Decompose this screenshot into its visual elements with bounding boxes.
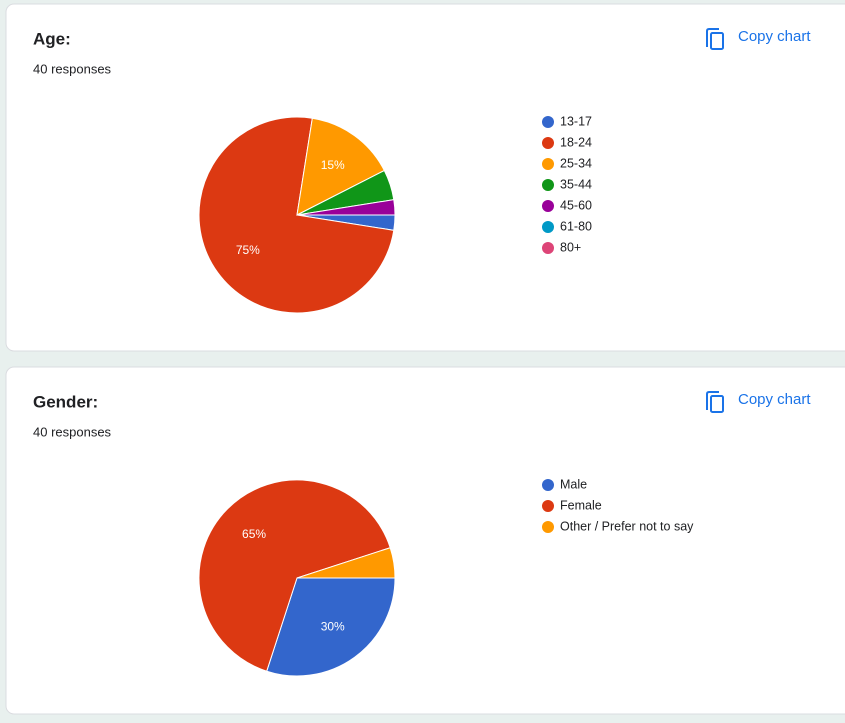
copy-chart-label[interactable]: Copy chart xyxy=(738,28,811,45)
legend-swatch xyxy=(542,158,554,170)
copy-icon xyxy=(710,32,724,50)
pie-slice xyxy=(266,577,396,677)
chart-title: Age: xyxy=(33,29,71,48)
legend-label: 80+ xyxy=(560,240,581,254)
legend-swatch xyxy=(542,179,554,191)
slice-label: 75% xyxy=(236,243,260,257)
legend-label: Female xyxy=(560,498,602,512)
pie-slice xyxy=(296,117,385,216)
copy-icon xyxy=(710,395,724,413)
chart-subtitle: 40 responses xyxy=(33,424,112,439)
copy-chart-button[interactable]: Copy chart xyxy=(706,391,811,413)
legend-label: 13-17 xyxy=(560,114,592,128)
legend-label: 61-80 xyxy=(560,219,592,233)
copy-icon xyxy=(706,391,719,410)
chart-card: Gender: 40 responses Copy chart 30% 65% Male F… xyxy=(5,366,845,715)
pie-slice xyxy=(198,479,391,672)
legend-swatch xyxy=(542,116,554,128)
card xyxy=(5,3,845,352)
slice-label: 30% xyxy=(321,619,345,633)
legend-swatch xyxy=(542,479,554,491)
chart-subtitle: 40 responses xyxy=(33,61,112,76)
legend-swatch xyxy=(542,521,554,533)
slice-label: 65% xyxy=(242,527,266,541)
legend-swatch xyxy=(542,200,554,212)
legend-label: 18-24 xyxy=(560,135,592,149)
legend-swatch xyxy=(542,242,554,254)
copy-chart-label[interactable]: Copy chart xyxy=(738,391,811,408)
pie-slice xyxy=(198,116,395,314)
card xyxy=(5,366,845,715)
copy-icon xyxy=(706,28,719,47)
chart-card: Age: 40 responses Copy chart 75% 15% 13-17 18-… xyxy=(5,3,845,352)
legend-swatch xyxy=(542,137,554,149)
chart-title: Gender: xyxy=(33,392,98,411)
legend-label: 25-34 xyxy=(560,156,592,170)
legend-swatch xyxy=(542,500,554,512)
legend-label: 45-60 xyxy=(560,198,592,212)
legend-swatch xyxy=(542,221,554,233)
legend-label: 35-44 xyxy=(560,177,592,191)
pie-slice xyxy=(296,547,396,579)
legend-label: Male xyxy=(560,477,587,491)
slice-label: 15% xyxy=(321,158,345,172)
copy-chart-button[interactable]: Copy chart xyxy=(706,28,811,50)
legend-label: Other / Prefer not to say xyxy=(560,519,694,533)
